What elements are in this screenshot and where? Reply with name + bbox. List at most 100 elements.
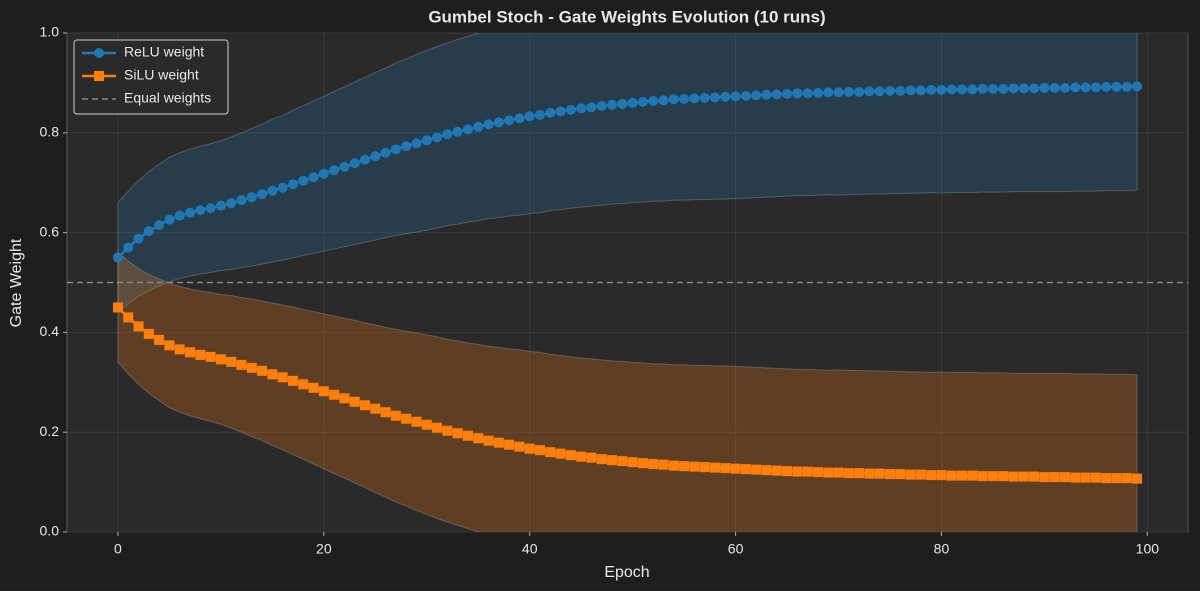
- x-tick-label: 20: [316, 541, 332, 557]
- marker: [565, 104, 576, 115]
- marker: [1018, 471, 1029, 482]
- marker: [751, 464, 762, 475]
- marker: [977, 471, 988, 482]
- marker: [905, 85, 916, 96]
- y-tick-label: 0.2: [40, 423, 60, 439]
- marker: [987, 471, 998, 482]
- marker: [524, 443, 535, 454]
- marker: [339, 161, 350, 172]
- y-axis-label: Gate Weight: [8, 238, 25, 327]
- marker: [915, 85, 926, 96]
- ticks: 0.0 0.2 0.4 0.6 0.8 1.0 0 20 40 60 80 100: [40, 24, 1160, 557]
- legend: ReLU weight SiLU weight Equal weights: [73, 39, 229, 115]
- legend-label: Equal weights: [124, 90, 211, 106]
- marker: [1080, 82, 1091, 93]
- marker: [308, 172, 319, 183]
- marker: [946, 84, 957, 95]
- marker: [617, 456, 628, 467]
- marker: [555, 448, 566, 459]
- marker: [185, 207, 196, 218]
- marker: [370, 151, 381, 162]
- marker: [267, 369, 278, 380]
- marker: [1029, 83, 1040, 94]
- marker: [452, 428, 463, 439]
- marker: [1121, 473, 1132, 484]
- marker: [792, 88, 803, 99]
- series-line: [117, 306, 1138, 480]
- marker: [679, 461, 690, 472]
- marker: [792, 466, 803, 477]
- marker: [926, 84, 937, 95]
- marker: [298, 379, 309, 390]
- marker: [1111, 473, 1122, 484]
- legend-box: [73, 39, 229, 115]
- marker: [607, 99, 618, 110]
- marker: [967, 470, 978, 481]
- y-tick-label: 0.0: [40, 523, 60, 539]
- y-tick-label: 1.0: [40, 24, 60, 40]
- marker: [648, 459, 659, 470]
- marker: [215, 200, 226, 211]
- marker: [380, 147, 391, 158]
- marker: [246, 362, 257, 373]
- marker: [782, 88, 793, 99]
- marker: [740, 90, 751, 101]
- marker: [802, 466, 813, 477]
- marker: [946, 470, 957, 481]
- marker: [895, 85, 906, 96]
- marker: [915, 469, 926, 480]
- marker: [143, 328, 154, 339]
- marker: [473, 433, 484, 444]
- legend-marker: [94, 71, 104, 81]
- marker: [987, 83, 998, 94]
- legend-marker: [94, 48, 104, 58]
- marker: [1111, 81, 1122, 92]
- marker: [812, 87, 823, 98]
- marker: [843, 468, 854, 479]
- marker: [462, 430, 473, 441]
- marker: [607, 455, 618, 466]
- marker: [246, 192, 257, 203]
- marker: [576, 451, 587, 462]
- marker: [1121, 81, 1132, 92]
- marker: [390, 144, 401, 155]
- marker: [442, 129, 453, 140]
- marker: [318, 168, 329, 179]
- marker: [205, 351, 216, 362]
- marker: [339, 393, 350, 404]
- marker: [833, 87, 844, 98]
- marker: [380, 407, 391, 418]
- marker: [504, 115, 515, 126]
- marker: [226, 356, 237, 367]
- marker: [586, 452, 597, 463]
- marker: [164, 214, 175, 225]
- marker: [432, 132, 443, 143]
- marker: [802, 88, 813, 99]
- marker: [226, 198, 237, 209]
- marker: [277, 182, 288, 193]
- marker: [452, 126, 463, 137]
- marker: [360, 400, 371, 411]
- marker: [854, 468, 865, 479]
- x-tick-label: 60: [728, 541, 744, 557]
- marker: [195, 349, 206, 360]
- x-tick-label: 40: [522, 541, 538, 557]
- marker: [751, 90, 762, 101]
- marker: [957, 84, 968, 95]
- marker: [360, 154, 371, 165]
- marker: [648, 95, 659, 106]
- marker: [1090, 472, 1101, 483]
- marker: [658, 95, 669, 106]
- x-tick-label: 100: [1136, 541, 1160, 557]
- marker: [627, 97, 638, 108]
- marker: [699, 462, 710, 473]
- marker: [1101, 81, 1112, 92]
- marker: [596, 100, 607, 111]
- marker: [287, 375, 298, 386]
- marker: [174, 344, 185, 355]
- marker: [1080, 472, 1091, 483]
- marker: [895, 469, 906, 480]
- marker: [133, 321, 144, 332]
- y-tick-label: 0.6: [40, 223, 60, 239]
- bands: [117, 33, 1138, 532]
